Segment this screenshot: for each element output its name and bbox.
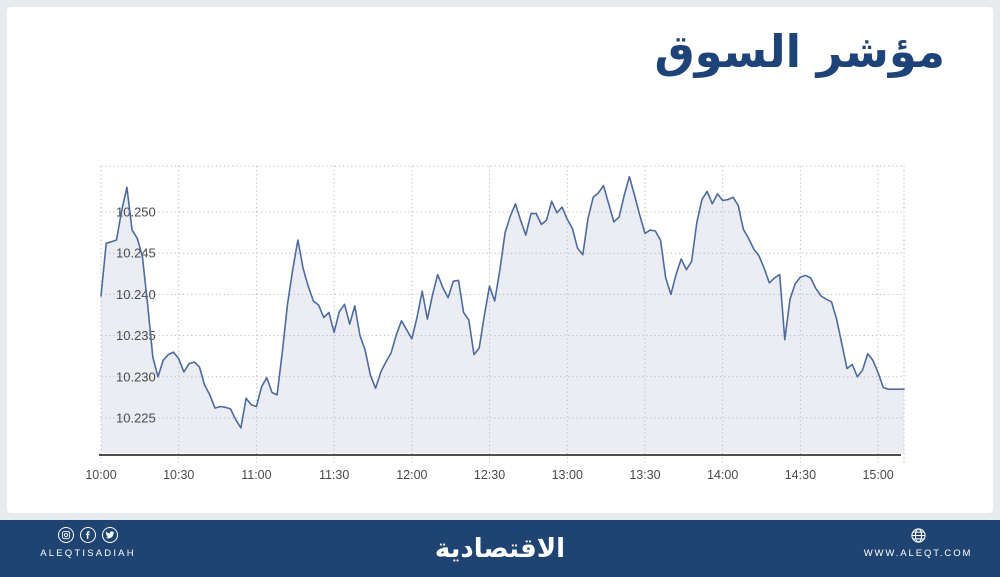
y-tick-label: 10.230 — [116, 369, 156, 384]
x-tick-label: 15:00 — [862, 468, 893, 482]
x-tick-label: 11:30 — [319, 468, 349, 482]
footer-logo: الاقتصادية — [434, 533, 566, 564]
facebook-icon[interactable] — [80, 527, 96, 543]
website-url[interactable]: WWW.ALEQT.COM — [863, 548, 973, 559]
globe-icon — [910, 527, 927, 544]
brand-handle-text: ALEQTISADIAH — [40, 548, 136, 559]
chart-area — [101, 176, 904, 453]
social-icons-row — [58, 527, 118, 543]
x-tick-label: 10:30 — [163, 468, 194, 482]
x-tick-label: 13:00 — [552, 468, 583, 482]
x-tick-label: 14:30 — [785, 468, 816, 482]
y-tick-label: 10.245 — [116, 246, 156, 261]
y-tick-label: 10.250 — [116, 205, 156, 220]
footer-website-block: WWW.ALEQT.COM — [863, 527, 973, 559]
instagram-icon[interactable] — [58, 527, 74, 543]
chart-line — [100, 175, 905, 429]
page-title: مؤشر السوق — [654, 25, 945, 78]
y-tick-label: 10.225 — [116, 411, 156, 426]
x-tick-label: 11:00 — [241, 468, 271, 482]
footer-bar: ALEQTISADIAH الاقتصادية WWW.ALEQT.COM — [0, 520, 1000, 577]
footer-social-block: ALEQTISADIAH — [33, 527, 143, 559]
twitter-icon[interactable] — [102, 527, 118, 543]
y-tick-label: 10.240 — [116, 287, 156, 302]
x-tick-label: 14:00 — [707, 468, 738, 482]
y-tick-label: 10.235 — [116, 328, 156, 343]
x-tick-label: 13:30 — [629, 468, 660, 482]
x-tick-label: 12:30 — [474, 468, 505, 482]
x-tick-label: 10:00 — [85, 468, 116, 482]
x-tick-label: 12:00 — [396, 468, 427, 482]
